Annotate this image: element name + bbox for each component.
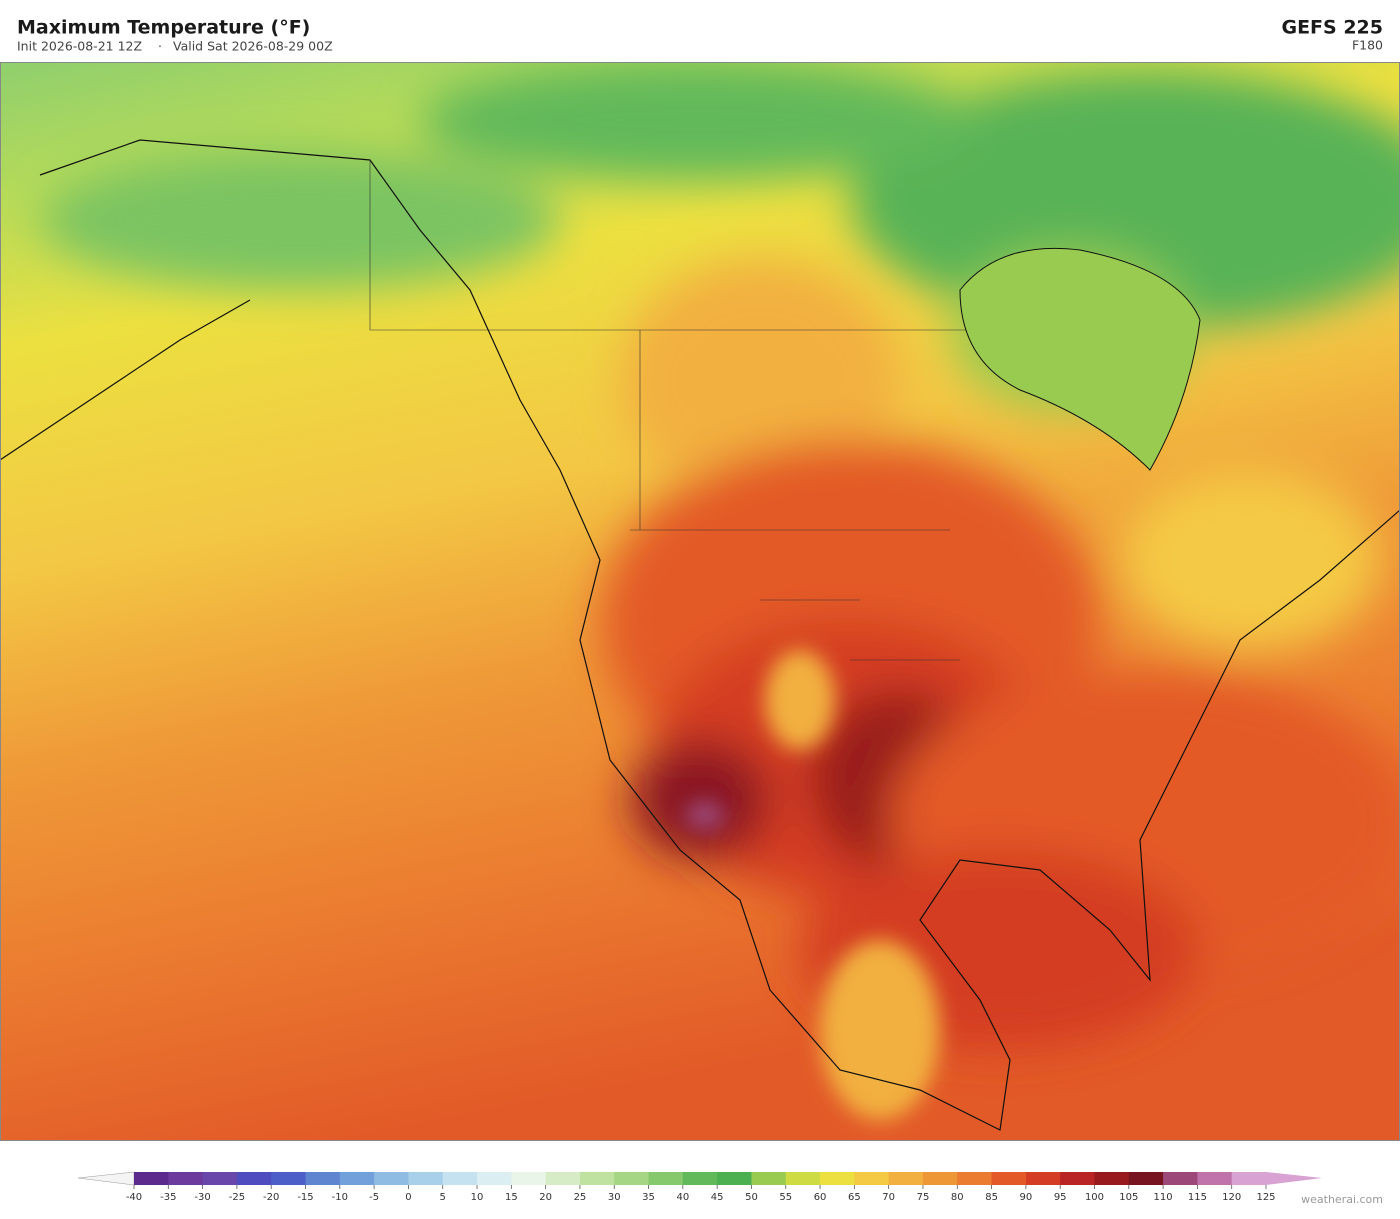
colorbar-tick-label: -35 xyxy=(160,1192,176,1203)
colorbar-tick-label: 35 xyxy=(642,1192,655,1203)
colorbar-tick-label: 70 xyxy=(882,1192,895,1203)
forecast-hour: F180 xyxy=(1352,38,1383,53)
colorbar-segment xyxy=(922,1172,958,1185)
colorbar-tick-label: 5 xyxy=(440,1192,446,1203)
map xyxy=(0,62,1400,1141)
colorbar-tick-label: 90 xyxy=(1020,1192,1033,1203)
model: GEFS 225 xyxy=(1281,17,1383,39)
colorbar-tick-label: 40 xyxy=(676,1192,689,1203)
colorbar-segment xyxy=(648,1172,684,1185)
colorbar-segment xyxy=(305,1172,341,1185)
colorbar-tick-label: 105 xyxy=(1119,1192,1138,1203)
colorbar-segment xyxy=(511,1172,547,1185)
colorbar-tick-label: 15 xyxy=(505,1192,518,1203)
colorbar-segment xyxy=(1060,1172,1095,1185)
colorbar-tick-label: 55 xyxy=(779,1192,792,1203)
colorbar-tick-label: 10 xyxy=(471,1192,484,1203)
colorbar-segment xyxy=(1128,1172,1164,1185)
colorbar-segment xyxy=(751,1172,787,1185)
colorbar-segment xyxy=(236,1172,272,1185)
colorbar-segment xyxy=(579,1172,615,1185)
colorbar-under xyxy=(77,1171,135,1186)
colorbar-over xyxy=(1266,1172,1322,1185)
colorbar-tick-label: 50 xyxy=(745,1192,758,1203)
colorbar-segment xyxy=(717,1172,752,1185)
colorbar-segment xyxy=(1231,1172,1267,1185)
colorbar-tick-label: -15 xyxy=(297,1192,313,1203)
colorbar-tick-label: 60 xyxy=(814,1192,827,1203)
colorbar-tick-label: 25 xyxy=(574,1192,587,1203)
colorbar-segment xyxy=(134,1172,169,1185)
colorbar-segment xyxy=(168,1172,204,1185)
colorbar-segment xyxy=(785,1172,821,1185)
init-time: Init 2026-08-21 12Z xyxy=(17,39,142,54)
colorbar-tick-label: -20 xyxy=(263,1192,279,1203)
colorbar-segment xyxy=(854,1172,890,1185)
colorbar-tick-label: 20 xyxy=(539,1192,552,1203)
colorbar-segment xyxy=(408,1172,444,1185)
colorbar-tick-label: -25 xyxy=(229,1192,245,1203)
colorbar-tick-label: -30 xyxy=(194,1192,210,1203)
colorbar-segment xyxy=(1094,1172,1130,1185)
colorbar-tick-label: 80 xyxy=(951,1192,964,1203)
valid-time: Valid Sat 2026-08-29 00Z xyxy=(173,39,333,54)
colorbar-tick-label: 0 xyxy=(405,1192,411,1203)
colorbar-tick-label: 65 xyxy=(848,1192,861,1203)
colorbar-tick-label: 120 xyxy=(1222,1192,1241,1203)
colorbar-segment xyxy=(1197,1172,1233,1185)
colorbar-tick-label: -40 xyxy=(126,1192,142,1203)
colorbar-segment xyxy=(374,1172,409,1185)
colorbar-segment xyxy=(442,1172,478,1185)
colorbar: -40 -35 -30 -25 -20 -15 -10 -5 0 5 10 15 20 25 30 35 40 4… xyxy=(77,1171,1322,1203)
colorbar-tick-label: 100 xyxy=(1085,1192,1104,1203)
colorbar-tick-label: 95 xyxy=(1054,1192,1067,1203)
colorbar-tick-label: 110 xyxy=(1154,1192,1173,1203)
colorbar-tick-label: -5 xyxy=(369,1192,379,1203)
credit: weatherai.com xyxy=(1301,1193,1383,1206)
colorbar-tick-label: -10 xyxy=(332,1192,348,1203)
colorbar-tick-label: 85 xyxy=(985,1192,998,1203)
colorbar-segment xyxy=(339,1172,375,1185)
colorbar-segment xyxy=(888,1172,924,1185)
separator: · xyxy=(158,39,162,54)
title: Maximum Temperature (°F) xyxy=(17,17,310,39)
colorbar-segment xyxy=(202,1172,238,1185)
colorbar-segment xyxy=(820,1172,855,1185)
colorbar-segment xyxy=(614,1172,650,1185)
colorbar-segment xyxy=(271,1172,307,1185)
colorbar-segment xyxy=(1163,1172,1198,1185)
colorbar-segment xyxy=(957,1172,993,1185)
colorbar-segment xyxy=(477,1172,512,1185)
colorbar-tick-label: 30 xyxy=(608,1192,621,1203)
colorbar-segment xyxy=(1025,1172,1061,1185)
colorbar-segment xyxy=(545,1172,581,1185)
colorbar-tick-label: 45 xyxy=(711,1192,724,1203)
colorbar-tick-label: 115 xyxy=(1188,1192,1207,1203)
colorbar-tick-label: 125 xyxy=(1256,1192,1275,1203)
colorbar-segment xyxy=(682,1172,718,1185)
colorbar-segment xyxy=(991,1172,1027,1185)
colorbar-tick-label: 75 xyxy=(917,1192,930,1203)
